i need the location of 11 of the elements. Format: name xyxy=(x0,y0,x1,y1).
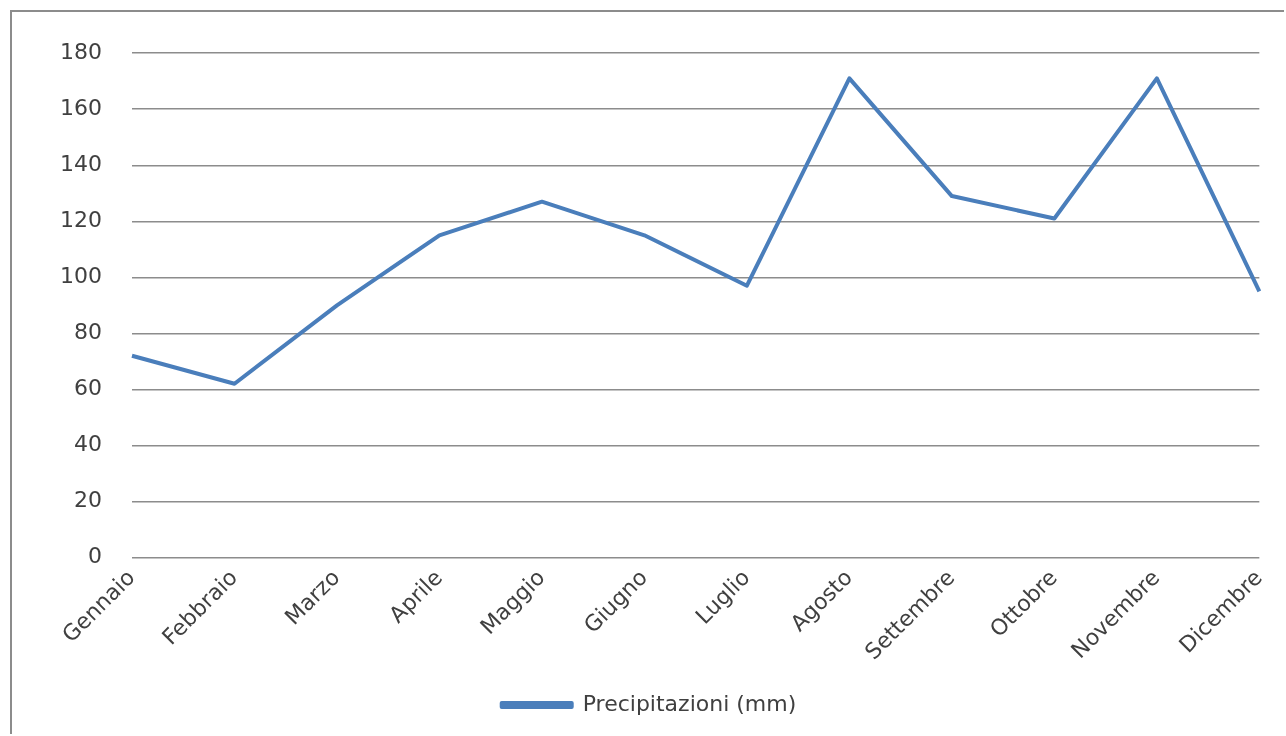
y-tick-label: 160 xyxy=(59,94,102,120)
y-tick-label: 120 xyxy=(59,207,102,233)
y-tick-label: 180 xyxy=(59,38,102,64)
y-tick-label: 80 xyxy=(73,319,102,345)
y-tick-label: 60 xyxy=(73,375,102,401)
y-tick-label: 20 xyxy=(73,487,102,513)
y-tick-label: 40 xyxy=(73,431,102,457)
legend-label: Precipitazioni (mm) xyxy=(582,690,797,716)
y-tick-label: 0 xyxy=(87,543,102,569)
y-tick-label: 140 xyxy=(59,150,102,176)
y-tick-label: 100 xyxy=(59,263,102,289)
